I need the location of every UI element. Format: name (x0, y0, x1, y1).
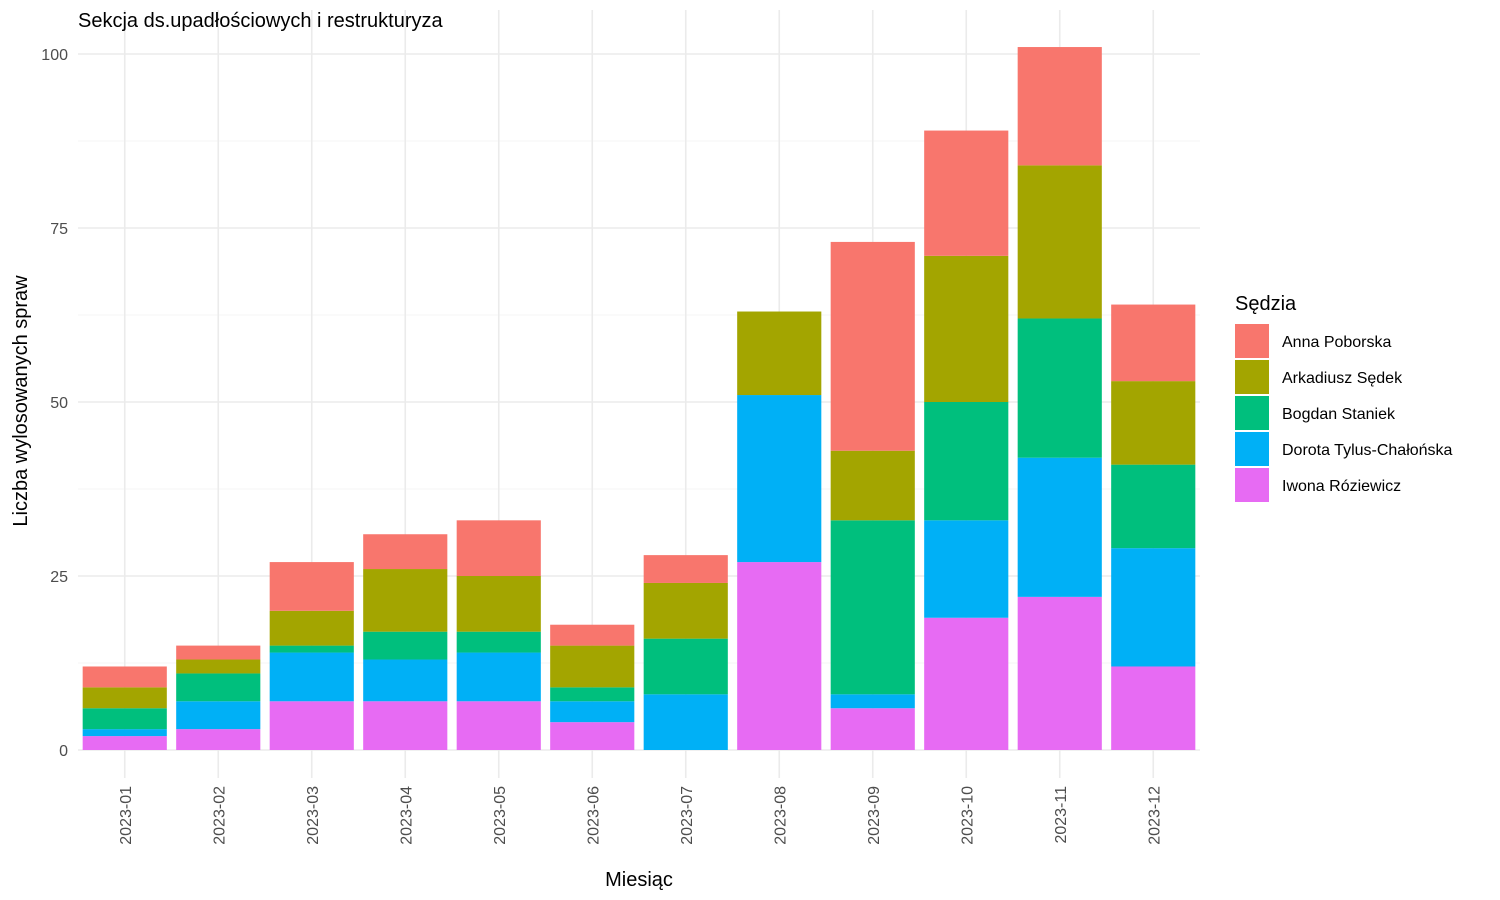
bar-segment (176, 673, 261, 702)
bar-segment (737, 311, 822, 396)
x-tick-label: 2023-06 (585, 786, 602, 845)
bar-segment (830, 520, 915, 695)
legend-title: Sędzia (1235, 293, 1297, 315)
bar-segment (1111, 304, 1196, 382)
bars (82, 47, 1196, 750)
x-tick-label: 2023-08 (772, 786, 789, 845)
bar-segment (550, 624, 635, 646)
y-tick-label: 100 (41, 47, 68, 64)
y-tick-label: 50 (50, 395, 68, 412)
bar-segment (1111, 548, 1196, 667)
bar-segment (924, 617, 1009, 750)
bar-segment (643, 694, 728, 750)
bar-segment (643, 638, 728, 695)
x-tick-label: 2023-10 (959, 786, 976, 845)
x-tick-label: 2023-09 (866, 786, 883, 845)
bar-segment (1017, 165, 1102, 319)
bar-segment (550, 645, 635, 688)
bar-segment (1017, 596, 1102, 750)
bar-segment (737, 395, 822, 563)
bar-segment (643, 582, 728, 639)
bar-segment (1111, 464, 1196, 549)
y-tick-label: 75 (50, 221, 68, 238)
bar-segment (1017, 47, 1102, 166)
legend-swatch (1235, 468, 1269, 502)
bar-segment (82, 729, 167, 737)
bar-segment (830, 708, 915, 750)
legend-label: Iwona Róziewicz (1282, 478, 1401, 495)
bar-segment (82, 708, 167, 730)
bar-segment (363, 534, 448, 570)
x-axis-title: Miesiąc (605, 869, 673, 891)
legend-swatch (1235, 396, 1269, 430)
bar-segment (1111, 666, 1196, 750)
bar-segment (176, 701, 261, 730)
bar-segment (456, 631, 541, 653)
y-axis-title: Liczba wylosowanych spraw (10, 275, 32, 527)
legend-label: Arkadiusz Sędek (1282, 370, 1403, 387)
bar-segment (830, 241, 915, 451)
bar-segment (456, 576, 541, 632)
bar-segment (643, 555, 728, 583)
legend: Sędzia Anna Poborska Arkadiusz Sędek Bogda… (1235, 293, 1453, 502)
x-tick-label: 2023-03 (305, 786, 322, 845)
y-axis-ticks: 0 25 50 75 100 (41, 47, 68, 760)
legend-items: Anna Poborska Arkadiusz Sędek Bogdan Stani… (1235, 324, 1453, 502)
bar-segment (363, 701, 448, 750)
chart-title: Sekcja ds.upadłościowych i restrukturyza (78, 10, 443, 32)
bar-segment (363, 631, 448, 660)
bar-segment (82, 666, 167, 688)
x-tick-label: 2023-05 (492, 786, 509, 845)
bar-segment (1017, 318, 1102, 458)
bar-segment (456, 520, 541, 576)
legend-label: Bogdan Staniek (1282, 406, 1396, 423)
x-tick-label: 2023-01 (118, 786, 135, 845)
bar-segment (269, 562, 354, 611)
bar-segment (82, 736, 167, 750)
bar-segment (269, 645, 354, 653)
bar-segment (269, 652, 354, 702)
bar-segment (550, 722, 635, 750)
bar-segment (550, 687, 635, 702)
bar-segment (363, 659, 448, 702)
x-tick-label: 2023-07 (679, 786, 696, 845)
x-tick-label: 2023-02 (211, 786, 228, 845)
bar-segment (269, 701, 354, 750)
bar-segment (550, 701, 635, 723)
bar-segment (456, 701, 541, 750)
bar-segment (82, 687, 167, 709)
bar-segment (924, 402, 1009, 521)
legend-swatch (1235, 324, 1269, 358)
bar-segment (269, 610, 354, 646)
bar-segment (176, 645, 261, 660)
bar-segment (830, 450, 915, 521)
bar-segment (1017, 457, 1102, 597)
legend-label: Dorota Tylus-Chałońska (1282, 442, 1453, 459)
x-axis-ticks: 2023-01 2023-02 2023-03 2023-04 2023-05 2023-… (118, 786, 1164, 845)
bar-segment (924, 255, 1009, 402)
y-tick-label: 0 (59, 743, 68, 760)
bar-segment (924, 520, 1009, 618)
bar-segment (830, 694, 915, 709)
x-tick-label: 2023-04 (398, 786, 415, 845)
bar-segment (176, 729, 261, 750)
y-tick-label: 25 (50, 569, 68, 586)
x-tick-label: 2023-11 (1053, 786, 1070, 844)
bar-segment (737, 562, 822, 750)
bar-segment (456, 652, 541, 702)
legend-swatch (1235, 432, 1269, 466)
legend-label: Anna Poborska (1282, 334, 1392, 351)
bar-segment (1111, 381, 1196, 465)
x-tick-label: 2023-12 (1146, 786, 1163, 845)
bar-segment (363, 569, 448, 632)
legend-swatch (1235, 360, 1269, 394)
bar-segment (176, 659, 261, 674)
bar-segment (924, 130, 1009, 256)
